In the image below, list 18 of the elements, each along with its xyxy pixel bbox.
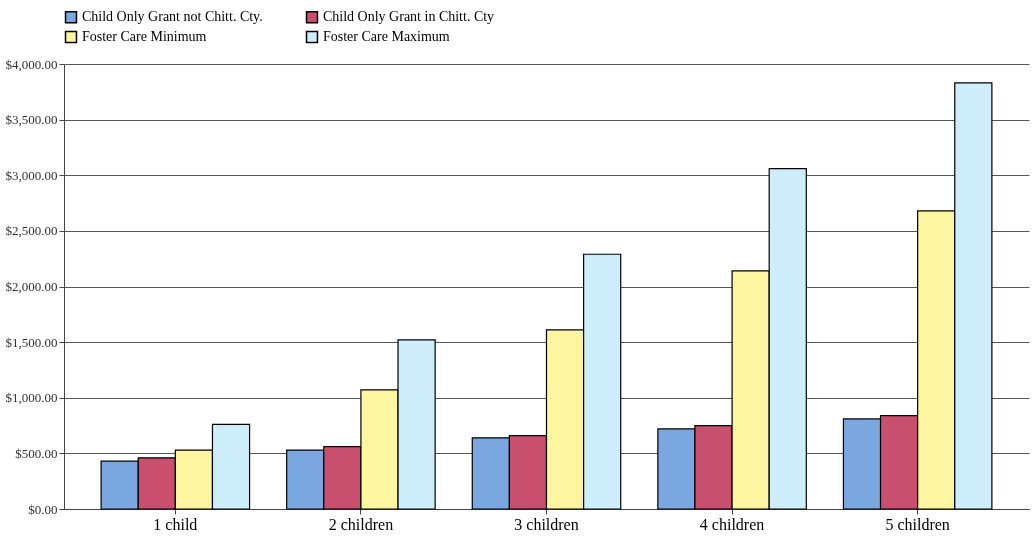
legend-label: Child Only Grant in Chitt. Cty	[323, 9, 495, 25]
legend-label: Child Only Grant not Chitt. Cty.	[82, 9, 263, 25]
x-tick-label: 3 children	[514, 515, 579, 533]
legend-label: Foster Care Minimum	[82, 29, 207, 44]
y-tick-label: $2,500.00	[5, 223, 58, 239]
y-tick-label: $500.00	[15, 445, 58, 461]
y-tick-label: $0.00	[28, 501, 58, 517]
x-tick-label: 4 children	[699, 515, 765, 533]
y-tick-label: $3,000.00	[5, 167, 58, 183]
legend-label: Foster Care Maximum	[323, 29, 450, 44]
y-tick-label: $3,500.00	[5, 112, 58, 128]
y-tick-label: $1,500.00	[5, 334, 58, 350]
y-tick-label: $2,000.00	[5, 279, 58, 294]
x-tick-label: 1 child	[153, 515, 198, 533]
x-tick-label: 5 children	[885, 515, 950, 533]
y-tick-label: $1,000.00	[5, 390, 58, 406]
x-tick-label: 2 children	[328, 515, 394, 533]
y-tick-label: $4,000.00	[5, 56, 58, 72]
